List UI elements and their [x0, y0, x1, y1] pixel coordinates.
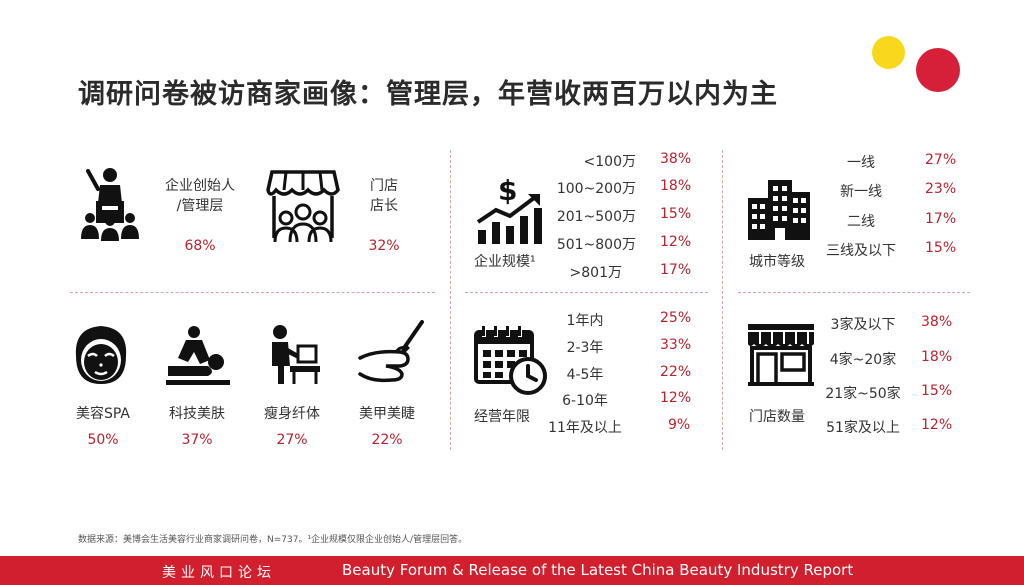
- business-pct-slim: 27%: [276, 432, 308, 448]
- revenue-growth-icon: $: [474, 176, 546, 246]
- calendar-clock-icon: [474, 326, 548, 396]
- respondent-pct-founder: 68%: [184, 238, 216, 254]
- footer-cn-text: 美业风口论坛: [162, 565, 276, 581]
- city-buildings-icon: [746, 176, 812, 242]
- stores-label-2: 21家~50家: [825, 386, 901, 402]
- years-pct-0: 25%: [660, 310, 692, 326]
- city-label-2: 二线: [847, 214, 875, 230]
- scale-pct-0: 38%: [660, 151, 692, 167]
- years-label-4: 11年及以上: [548, 420, 622, 436]
- vertical-divider-2: [722, 150, 723, 450]
- nail-polish-icon: [356, 318, 426, 386]
- city-pct-0: 27%: [925, 152, 957, 168]
- business-label-nail: 美甲美睫: [359, 406, 415, 422]
- svg-text:$: $: [498, 176, 517, 207]
- divider-middle: [465, 292, 708, 293]
- city-pct-1: 23%: [925, 181, 957, 197]
- years-label-3: 6-10年: [562, 393, 608, 409]
- stores-pct-0: 38%: [921, 314, 953, 330]
- fitness-icon: [266, 322, 324, 386]
- stores-pct-1: 18%: [921, 349, 953, 365]
- scale-pct-1: 18%: [660, 178, 692, 194]
- massage-icon: [164, 322, 232, 386]
- stores-label-1: 4家~20家: [829, 352, 897, 368]
- years-pct-1: 33%: [660, 337, 692, 353]
- scale-label-1: 100~200万: [556, 181, 636, 197]
- source-note: 数据来源：美博会生活美容行业商家调研问卷，N=737。¹企业规模仅限企业创始人/…: [78, 535, 468, 545]
- scale-pct-4: 17%: [660, 262, 692, 278]
- divider-left: [70, 292, 435, 293]
- stores-pct-3: 12%: [921, 417, 953, 433]
- scale-label-4: >801万: [569, 265, 622, 281]
- years-pct-2: 22%: [660, 364, 692, 380]
- scale-pct-2: 15%: [660, 206, 692, 222]
- presenter-podium-icon: [78, 163, 142, 241]
- footer-en-text: Beauty Forum & Release of the Latest Chi…: [342, 561, 854, 579]
- scale-pct-3: 12%: [660, 234, 692, 250]
- business-label-slim: 瘦身纤体: [264, 406, 320, 422]
- city-label-3: 三线及以下: [826, 243, 896, 259]
- yellow-dot-decoration: [872, 36, 905, 69]
- vertical-divider-1: [450, 150, 451, 450]
- business-label-skin: 科技美肤: [169, 406, 225, 422]
- scale-label-0: <100万: [583, 154, 636, 170]
- years-label-0: 1年内: [566, 313, 604, 329]
- respondent-pct-manager: 32%: [368, 238, 400, 254]
- city-title: 城市等级: [749, 254, 805, 270]
- years-label-1: 2-3年: [566, 340, 604, 356]
- red-dot-decoration: [916, 48, 960, 92]
- stores-title: 门店数量: [749, 409, 805, 425]
- storefront-icon: [746, 322, 816, 388]
- scale-label-3: 501~800万: [556, 237, 636, 253]
- business-label-spa: 美容SPA: [75, 406, 130, 422]
- years-pct-4: 9%: [668, 417, 691, 433]
- stores-pct-2: 15%: [921, 383, 953, 399]
- business-pct-spa: 50%: [87, 432, 119, 448]
- years-pct-3: 12%: [660, 390, 692, 406]
- stores-label-0: 3家及以下: [830, 317, 896, 333]
- city-label-0: 一线: [847, 155, 875, 171]
- respondent-label-manager: 门店 店长: [370, 178, 398, 214]
- stores-label-3: 51家及以上: [826, 420, 900, 436]
- footer-bar: [0, 556, 1024, 585]
- city-pct-3: 15%: [925, 240, 957, 256]
- city-pct-2: 17%: [925, 211, 957, 227]
- business-pct-skin: 37%: [181, 432, 213, 448]
- divider-right: [738, 292, 970, 293]
- scale-title: 企业规模¹: [474, 254, 536, 270]
- store-staff-icon: [266, 168, 340, 248]
- respondent-label-founder: 企业创始人/管理层: [165, 178, 235, 214]
- years-title: 经营年限: [474, 409, 530, 425]
- years-label-2: 4-5年: [566, 367, 604, 383]
- face-mask-icon: [70, 320, 132, 388]
- business-pct-nail: 22%: [371, 432, 403, 448]
- page-title: 调研问卷被访商家画像：管理层，年营收两百万以内为主: [78, 79, 778, 110]
- scale-label-2: 201~500万: [556, 209, 636, 225]
- city-label-1: 新一线: [840, 184, 882, 200]
